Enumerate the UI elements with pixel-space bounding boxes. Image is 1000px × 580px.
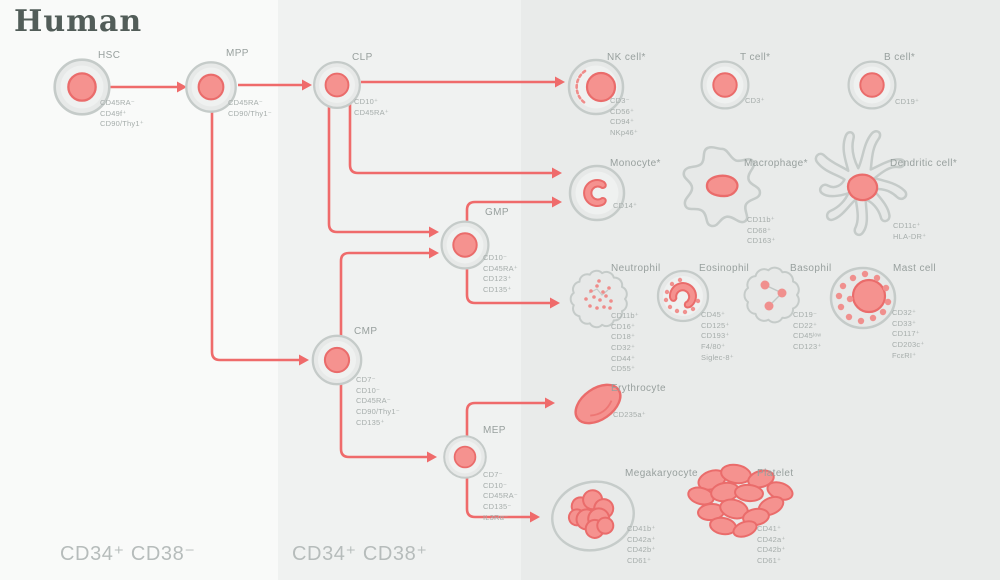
arrow-clp-gmp <box>327 98 439 238</box>
markers-cmp: CD7⁻ CD10⁻ CD45RA⁻ CD90/Thy1⁻ CD135⁺ <box>356 375 400 427</box>
arrow-cmp-gmp <box>339 247 439 336</box>
cell-mep <box>443 435 487 479</box>
markers-erythrocyte: CD235a⁺ <box>613 410 646 419</box>
markers-clp: CD10⁺ CD45RA⁺ <box>354 97 389 117</box>
markers-mpp: CD45RA⁻ CD90/Thy1⁻ <box>228 98 272 118</box>
markers-b: CD19⁺ <box>895 97 920 106</box>
markers-megakaryocyte: CD41b⁺ CD42a⁺ CD42b⁺ CD61⁺ <box>627 524 656 565</box>
cell-monocyte <box>568 164 626 222</box>
markers-monocyte: CD14⁺ <box>613 201 638 210</box>
cell-cmp <box>311 334 363 386</box>
cell-eosinophil <box>656 269 710 323</box>
arrow-mpp-cmp <box>210 100 309 366</box>
cell-erythrocyte <box>574 383 622 425</box>
label-clp: CLP <box>352 52 373 63</box>
label-macrophage: Macrophage* <box>744 158 808 169</box>
cell-neutrophil <box>569 269 628 329</box>
markers-nk: CD3⁻ CD56⁺ CD94⁺ NKp46⁺ <box>610 96 639 137</box>
markers-platelet: CD41⁺ CD42a⁺ CD42b⁺ CD61⁺ <box>757 524 786 565</box>
label-mep: MEP <box>483 425 506 436</box>
cell-nk <box>567 58 625 116</box>
cell-dendritic <box>814 129 908 237</box>
cell-basophil <box>743 266 800 324</box>
markers-neutrophil: CD11b⁺ CD16⁺ CD18⁺ CD32⁺ CD44⁺ CD55⁺ <box>611 311 639 374</box>
label-platelet: Platelet <box>757 468 794 479</box>
band-label-cd34pos-cd38neg: CD34⁺ CD38⁻ <box>60 543 196 565</box>
arrow-gmp-neutrophil <box>465 267 560 309</box>
label-dendritic: Dendritic cell* <box>890 158 958 169</box>
markers-mast: CD32⁺ CD33⁺ CD117⁺ CD203c⁺ FcεRI⁺ <box>892 308 925 360</box>
label-eosinophil: Eosinophil <box>699 263 750 274</box>
cell-platelet-cluster <box>687 463 794 538</box>
label-erythrocyte: Erythrocyte <box>611 383 666 394</box>
markers-dendritic: CD11c⁺ HLA-DR⁺ <box>893 221 927 241</box>
cell-megakaryocyte <box>551 480 635 552</box>
arrow-clp-monocyte <box>348 98 562 179</box>
label-mpp: MPP <box>226 48 249 59</box>
cell-mast <box>829 266 897 330</box>
cell-macrophage <box>682 145 762 228</box>
markers-hsc: CD45RA⁻ CD49f⁺ CD90/Thy1⁺ <box>100 98 144 129</box>
markers-t: CD3⁺ <box>745 96 765 105</box>
label-mast-cell: Mast cell <box>893 263 937 274</box>
arrow-mep-megakaryocyte <box>465 476 540 523</box>
label-nk-cell: NK cell* <box>607 52 646 63</box>
arrow-cmp-mep <box>339 384 437 463</box>
arrow-gmp-monocyte <box>465 196 562 223</box>
band-label-cd34pos-cd38pos: CD34⁺ CD38⁺ <box>292 543 428 565</box>
markers-mep: CD7⁻ CD10⁻ CD45RA⁻ CD135⁻ IL3Rα⁻ <box>483 470 518 522</box>
cell-gmp <box>440 220 490 270</box>
markers-eosinophil: CD45⁺ CD125⁺ CD193⁺ F4/80⁺ Siglec-8⁺ <box>701 310 734 362</box>
markers-macrophage: CD11b⁺ CD68⁺ CD163⁺ <box>747 215 776 246</box>
arrow-mep-erythrocyte <box>465 397 555 438</box>
label-cmp: CMP <box>354 326 378 337</box>
page-title: Human <box>14 4 143 39</box>
label-t-cell: T cell* <box>740 52 771 63</box>
label-hsc: HSC <box>98 50 121 61</box>
markers-basophil: CD19⁻ CD22⁺ CD45ˡᵒʷ CD123⁺ <box>793 310 822 351</box>
lineage-arrows <box>110 76 565 523</box>
label-neutrophil: Neutrophil <box>611 263 661 274</box>
cell-t <box>700 60 750 110</box>
label-gmp: GMP <box>485 207 509 218</box>
label-megakaryocyte: Megakaryocyte <box>625 468 699 479</box>
label-b-cell: B cell* <box>884 52 916 63</box>
label-basophil: Basophil <box>790 263 832 274</box>
markers-gmp: CD10⁻ CD45RA⁺ CD123⁺ CD135⁺ <box>483 253 518 294</box>
label-monocyte: Monocyte* <box>610 158 661 169</box>
cell-b <box>847 60 897 110</box>
